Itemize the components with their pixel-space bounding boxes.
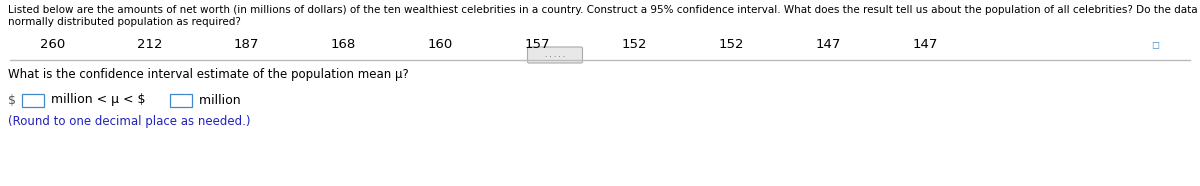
Text: What is the confidence interval estimate of the population mean μ?: What is the confidence interval estimate… <box>8 68 409 81</box>
Text: 168: 168 <box>331 39 356 52</box>
Text: ◻: ◻ <box>1151 40 1159 50</box>
Text: 212: 212 <box>137 39 162 52</box>
Text: 260: 260 <box>40 39 65 52</box>
Text: $: $ <box>8 94 16 107</box>
Text: 160: 160 <box>428 39 454 52</box>
FancyBboxPatch shape <box>528 47 582 63</box>
FancyBboxPatch shape <box>170 94 192 107</box>
Text: Listed below are the amounts of net worth (in millions of dollars) of the ten we: Listed below are the amounts of net wort… <box>8 5 1200 15</box>
Text: (Round to one decimal place as needed.): (Round to one decimal place as needed.) <box>8 115 251 128</box>
Text: million < μ < $: million < μ < $ <box>47 94 145 107</box>
FancyBboxPatch shape <box>22 94 44 107</box>
Text: . . . . .: . . . . . <box>545 52 565 58</box>
Text: 187: 187 <box>234 39 259 52</box>
Text: 152: 152 <box>719 39 744 52</box>
Text: normally distributed population as required?: normally distributed population as requi… <box>8 17 241 27</box>
Text: 152: 152 <box>622 39 648 52</box>
Text: million: million <box>194 94 241 107</box>
Text: 147: 147 <box>913 39 938 52</box>
Text: 147: 147 <box>816 39 841 52</box>
Text: 157: 157 <box>526 39 551 52</box>
